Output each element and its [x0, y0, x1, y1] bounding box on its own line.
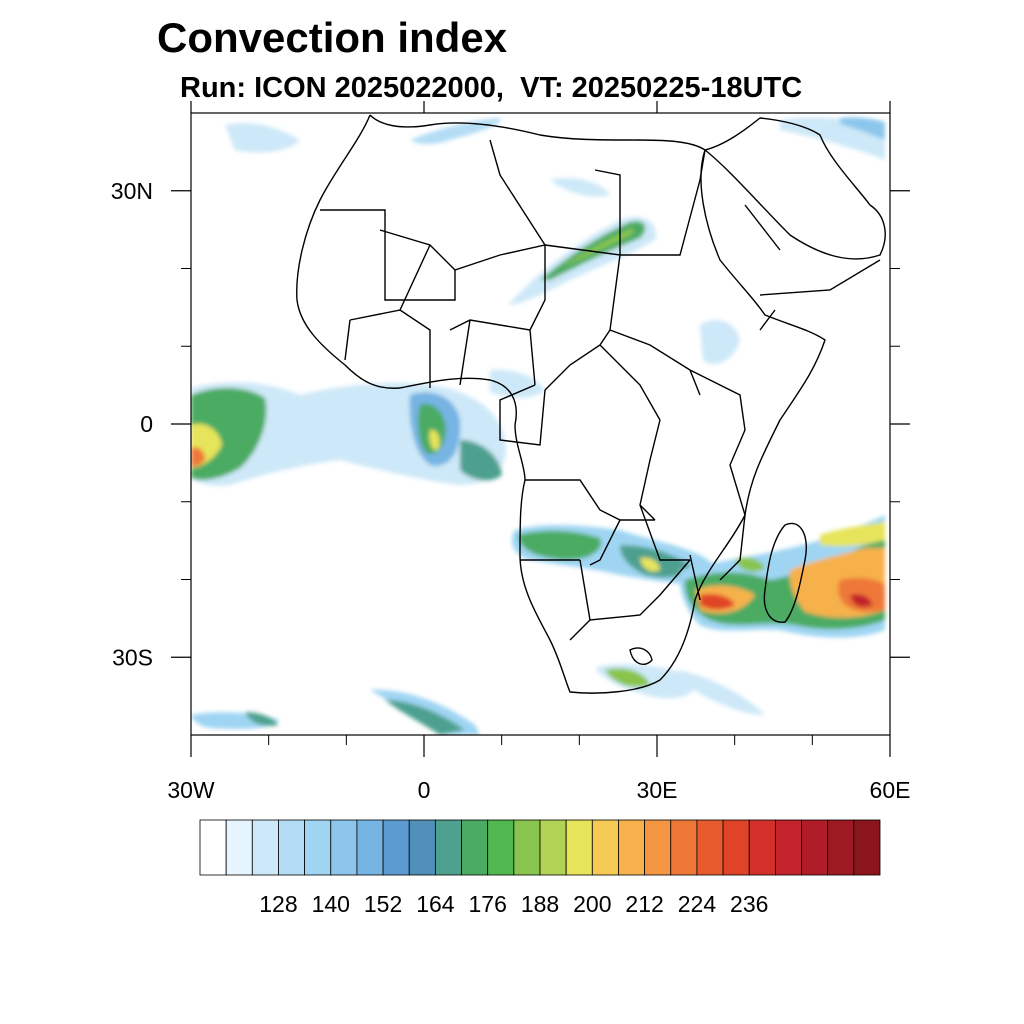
colorbar-swatch	[461, 819, 489, 876]
colorbar-label: 128	[259, 891, 297, 917]
colorbar-label: 140	[312, 891, 350, 917]
colorbar-swatch	[853, 819, 881, 876]
colorbar-swatch	[278, 819, 306, 876]
convection-field	[191, 117, 885, 735]
colorbar-swatch	[539, 819, 567, 876]
colorbar-swatch	[487, 819, 515, 876]
colorbar-swatch	[827, 819, 855, 876]
colorbar: 128 140 152 164 176 188 200 212 224 236	[199, 819, 881, 917]
colorbar-swatch	[513, 819, 541, 876]
madagascar	[763, 522, 807, 623]
colorbar-swatch	[408, 819, 436, 876]
colorbar-swatch	[225, 819, 253, 876]
colorbar-label: 224	[678, 891, 717, 917]
colorbar-label: 164	[416, 891, 455, 917]
colorbar-swatch	[618, 819, 646, 876]
colorbar-label: 236	[730, 891, 768, 917]
arabia-coastline	[704, 117, 886, 260]
lat-tick-label: 30N	[111, 178, 153, 204]
lon-tick-label: 0	[418, 777, 431, 803]
colorbar-swatch	[670, 819, 698, 876]
colorbar-label: 212	[625, 891, 663, 917]
colorbar-label: 152	[364, 891, 402, 917]
colorbar-swatch	[565, 819, 593, 876]
colorbar-swatch	[774, 819, 802, 876]
colorbar-label: 176	[469, 891, 507, 917]
colorbar-swatch	[356, 819, 384, 876]
colorbar-swatch	[382, 819, 410, 876]
colorbar-swatch	[434, 819, 462, 876]
africa-coastline	[296, 114, 826, 694]
chart-subtitle: Run: ICON 2025022000, VT: 20250225-18UTC	[180, 72, 803, 104]
lon-tick-label: 60E	[870, 777, 911, 803]
colorbar-swatch	[591, 819, 619, 876]
colorbar-swatch	[251, 819, 279, 876]
axis-ticks: 30W 0 30E 60E 30N 0 30S	[111, 101, 911, 803]
colorbar-swatch	[748, 819, 776, 876]
lon-tick-label: 30W	[167, 777, 215, 803]
colorbar-swatch	[722, 819, 750, 876]
colorbar-swatch	[801, 819, 829, 876]
lon-tick-label: 30E	[637, 777, 678, 803]
colorbar-label: 200	[573, 891, 611, 917]
colorbar-swatch	[330, 819, 358, 876]
colorbar-swatch	[304, 819, 332, 876]
coastlines-borders	[296, 114, 886, 694]
colorbar-swatch	[199, 819, 227, 876]
colorbar-swatch	[696, 819, 724, 876]
chart-title: Convection index	[157, 14, 508, 61]
lat-tick-label: 0	[140, 411, 153, 437]
lat-tick-label: 30S	[112, 644, 153, 670]
colorbar-label: 188	[521, 891, 559, 917]
colorbar-swatch	[644, 819, 672, 876]
